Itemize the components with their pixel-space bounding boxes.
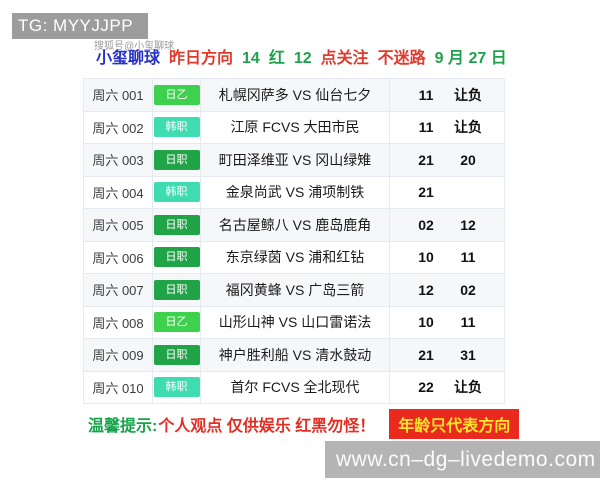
table-row: 周六 003 日职 町田泽维亚 VS 冈山绿雉 21 20	[84, 144, 505, 177]
match-name-cell: 名古屋鲸八 VS 鹿岛鹿角	[201, 209, 390, 242]
pick-value-2: 让负	[454, 119, 482, 136]
league-badge: 日职	[153, 149, 200, 170]
pick-value-1: 10	[418, 314, 434, 331]
match-code-cell: 周六 009	[84, 339, 153, 372]
pick-value-2: 让负	[454, 379, 482, 396]
pick-value-2: 让负	[454, 86, 482, 103]
match-code-cell: 周六 007	[84, 274, 153, 307]
pick-values-cell: 11 让负	[390, 111, 505, 144]
league-badge: 日乙	[153, 84, 200, 105]
disclaimer-prefix: 温馨提示:	[88, 418, 158, 435]
league-badge: 韩职	[153, 182, 200, 203]
header-segment: 点关注	[320, 50, 369, 67]
table-row: 周六 005 日职 名古屋鲸八 VS 鹿岛鹿角 02 12	[84, 209, 505, 242]
pick-value-1: 22	[418, 379, 434, 396]
match-code-cell: 周六 004	[84, 176, 153, 209]
match-code-cell: 周六 003	[84, 144, 153, 177]
pick-values-cell: 11 让负	[390, 79, 505, 112]
table-row: 周六 010 韩职 首尔 FCVS 全北现代 22 让负	[84, 371, 505, 404]
pick-value-2: 20	[460, 151, 476, 168]
pick-values-cell: 21 31	[390, 339, 505, 372]
pick-value-1: 21	[418, 184, 434, 201]
league-cell: 日职	[153, 339, 201, 372]
header-segment: 红	[268, 50, 285, 67]
match-picks-table: 周六 001 日乙 札幌冈萨多 VS 仙台七夕 11 让负 周六 002 韩职 …	[83, 78, 505, 404]
league-badge: 日职	[153, 214, 200, 235]
disclaimer-badge: 年龄只代表方向	[389, 409, 520, 439]
disclaimer-line: 温馨提示: 个人观点 仅供娱乐 红黑勿怪！ 年龄只代表方向	[88, 409, 520, 439]
pick-value-2: 12	[460, 216, 476, 233]
league-cell: 日职	[153, 241, 201, 274]
league-cell: 韩职	[153, 111, 201, 144]
pick-value-1: 10	[418, 249, 434, 266]
league-badge: 韩职	[153, 377, 200, 398]
match-code-cell: 周六 006	[84, 241, 153, 274]
header-segment: 昨日方向	[169, 50, 234, 67]
table-row: 周六 006 日职 东京绿茵 VS 浦和红钻 10 11	[84, 241, 505, 274]
pick-value-2: 11	[460, 249, 476, 266]
disclaimer-body: 个人观点 仅供娱乐 红黑勿怪！	[158, 418, 376, 435]
match-code-cell: 周六 010	[84, 371, 153, 404]
table-row: 周六 007 日职 福冈黄蜂 VS 广岛三箭 12 02	[84, 274, 505, 307]
pick-value-2: 11	[460, 314, 476, 331]
match-name-cell: 金泉尚武 VS 浦项制铁	[201, 176, 390, 209]
league-cell: 日职	[153, 144, 201, 177]
league-badge: 韩职	[153, 117, 200, 138]
table-row: 周六 009 日职 神户胜利船 VS 清水鼓动 21 31	[84, 339, 505, 372]
pick-value-1: 11	[418, 86, 434, 103]
pick-values-cell: 02 12	[390, 209, 505, 242]
table-row: 周六 001 日乙 札幌冈萨多 VS 仙台七夕 11 让负	[84, 79, 505, 112]
table-row: 周六 008 日乙 山形山神 VS 山口雷诺法 10 11	[84, 306, 505, 339]
sohu-watermark-text: 搜狐号@小玺聊球	[94, 41, 175, 52]
league-badge: 日职	[153, 247, 200, 268]
table-row: 周六 004 韩职 金泉尚武 VS 浦项制铁 21	[84, 176, 505, 209]
league-cell: 韩职	[153, 371, 201, 404]
page-title-text: 小玺聊球	[96, 50, 161, 67]
page-header: 搜狐号@小玺聊球 小玺聊球 昨日方向 14 红 12 点关注 不迷路 9 月 27 日	[94, 41, 507, 68]
match-code-cell: 周六 002	[84, 111, 153, 144]
pick-values-cell: 22 让负	[390, 371, 505, 404]
league-badge: 日乙	[153, 312, 200, 333]
match-name-cell: 山形山神 VS 山口雷诺法	[201, 306, 390, 339]
match-name-cell: 东京绿茵 VS 浦和红钻	[201, 241, 390, 274]
header-segment: 9 月 27 日	[434, 50, 507, 67]
header-segment: 不迷路	[377, 50, 426, 67]
match-name-cell: 江原 FCVS 大田市民	[201, 111, 390, 144]
match-name-cell: 首尔 FCVS 全北现代	[201, 371, 390, 404]
pick-values-cell: 10 11	[390, 241, 505, 274]
header-segment: 12	[293, 50, 312, 67]
match-code-cell: 周六 008	[84, 306, 153, 339]
pick-value-1: 12	[418, 281, 434, 298]
pick-value-1: 11	[418, 119, 434, 136]
pick-values-cell: 21 20	[390, 144, 505, 177]
league-cell: 日乙	[153, 79, 201, 112]
match-name-cell: 札幌冈萨多 VS 仙台七夕	[201, 79, 390, 112]
pick-values-cell: 21	[390, 176, 505, 209]
pick-value-1: 21	[418, 346, 434, 363]
pick-values-cell: 10 11	[390, 306, 505, 339]
match-code-cell: 周六 005	[84, 209, 153, 242]
pick-value-2: 31	[460, 346, 476, 363]
pick-value-1: 21	[418, 151, 434, 168]
league-cell: 日职	[153, 274, 201, 307]
league-cell: 韩职	[153, 176, 201, 209]
match-name-cell: 神户胜利船 VS 清水鼓动	[201, 339, 390, 372]
website-watermark-bar: www.cn–dg–livedemo.com	[325, 441, 600, 478]
league-cell: 日乙	[153, 306, 201, 339]
telegram-handle-bar: TG: MYYJJPP	[12, 13, 148, 39]
pick-value-1: 02	[418, 216, 434, 233]
page-title: 搜狐号@小玺聊球 小玺聊球	[94, 41, 174, 68]
match-name-cell: 町田泽维亚 VS 冈山绿雉	[201, 144, 390, 177]
header-segment: 14	[242, 50, 260, 67]
pick-value-2: 02	[460, 281, 476, 298]
match-name-cell: 福冈黄蜂 VS 广岛三箭	[201, 274, 390, 307]
league-badge: 日职	[153, 344, 200, 365]
pick-values-cell: 12 02	[390, 274, 505, 307]
league-cell: 日职	[153, 209, 201, 242]
table-row: 周六 002 韩职 江原 FCVS 大田市民 11 让负	[84, 111, 505, 144]
match-code-cell: 周六 001	[84, 79, 153, 112]
league-badge: 日职	[153, 279, 200, 300]
